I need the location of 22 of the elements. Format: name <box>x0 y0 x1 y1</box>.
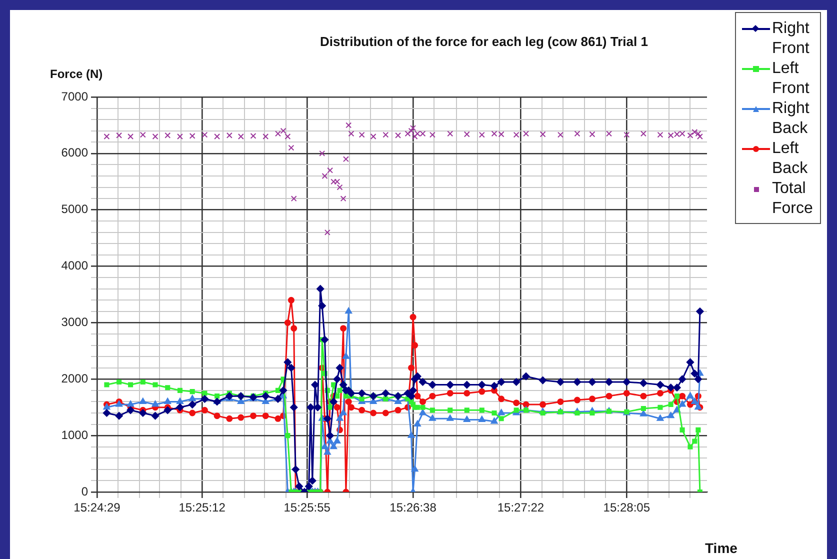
y-tick-label: 6000 <box>61 146 88 160</box>
y-tick-label: 4000 <box>61 258 88 273</box>
legend-label: Total Force <box>772 179 814 219</box>
y-tick-label: 2000 <box>61 371 88 386</box>
y-tick-label: 3000 <box>61 315 88 330</box>
x-tick-label: 15:28:05 <box>603 500 650 515</box>
legend-label: Right Back <box>772 99 810 139</box>
x-tick-label: 15:27:22 <box>497 500 544 515</box>
chart-title: Distribution of the force for each leg (cow 861) Trial 1 <box>320 34 648 49</box>
x-axis-title: Time <box>705 540 738 556</box>
y-tick-label: 0 <box>81 484 88 498</box>
legend-label: Left Front <box>772 59 810 99</box>
legend-label: Left Back <box>772 139 809 179</box>
y-tick-label: 5000 <box>61 202 88 216</box>
x-tick-label: 15:24:29 <box>74 500 121 515</box>
legend-label: Right Front <box>772 19 810 59</box>
y-axis-title: Force (N) <box>50 67 103 81</box>
y-tick-label: 7000 <box>61 89 88 104</box>
x-tick-label: 15:25:12 <box>178 500 226 515</box>
x-tick-label: 15:25:55 <box>284 500 331 515</box>
x-tick-label: 15:26:38 <box>390 500 437 515</box>
y-tick-label: 1000 <box>61 428 88 442</box>
